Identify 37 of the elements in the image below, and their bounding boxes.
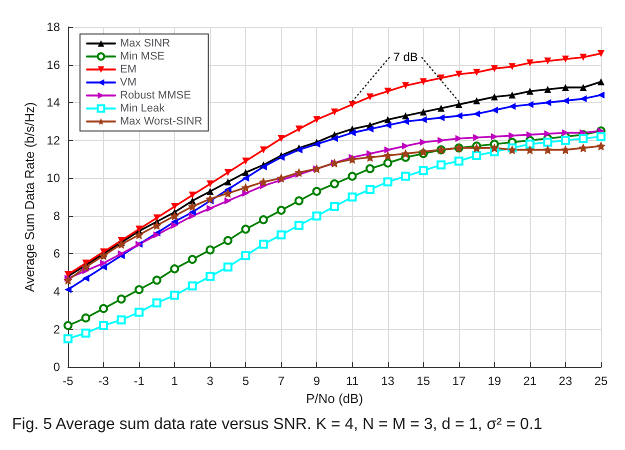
y-tick-label: 16 (46, 58, 60, 72)
x-axis-title: P/No (dB) (306, 391, 364, 406)
x-tick-label: 1 (171, 374, 178, 388)
x-tick-label: 5 (242, 374, 250, 388)
legend-label: Min Leak (120, 102, 166, 114)
y-tick-label: 10 (46, 171, 60, 186)
legend-label: EM (120, 64, 136, 76)
y-tick-label: 2 (53, 322, 60, 336)
y-tick-label: 12 (46, 133, 60, 148)
y-tick-label: 8 (53, 208, 60, 223)
y-tick-label: 14 (46, 96, 60, 110)
x-tick-label: 15 (416, 374, 430, 388)
legend-label: Robust MMSE (120, 90, 191, 102)
caption: Fig. 5 Average sum data rate versus SNR. K = 4, N = M = 3, d = 1, σ² = 0.1 (12, 416, 544, 434)
x-tick-label: 23 (558, 374, 572, 388)
legend-label: Max Worst-SINR (120, 116, 202, 128)
y-tick-label: 18 (46, 20, 60, 34)
y-tick-label: 4 (53, 284, 60, 299)
y-axis-title: Average Sum Data Rate (b/s/Hz) (22, 102, 37, 292)
x-tick-label: 21 (523, 374, 537, 388)
y-tick-label: 0 (53, 360, 60, 374)
x-tick-label: 17 (452, 374, 466, 388)
legend-label: Max SINR (120, 38, 170, 50)
x-tick-label: 13 (381, 374, 395, 388)
x-tick-label: 25 (594, 374, 608, 388)
x-tick-label: 7 (278, 374, 285, 388)
x-tick-label: -3 (98, 374, 110, 388)
annotation: 7 dB (393, 50, 418, 64)
x-tick-label: 19 (488, 374, 502, 388)
x-tick-label: 3 (206, 374, 214, 388)
y-tick-label: 6 (53, 246, 60, 261)
x-tick-label: -1 (134, 374, 145, 388)
legend-label: VM (120, 76, 136, 88)
x-tick-label: -5 (62, 374, 74, 388)
x-tick-label: 11 (346, 374, 359, 388)
legend-label: Min MSE (120, 50, 165, 62)
x-tick-label: 9 (313, 374, 320, 388)
